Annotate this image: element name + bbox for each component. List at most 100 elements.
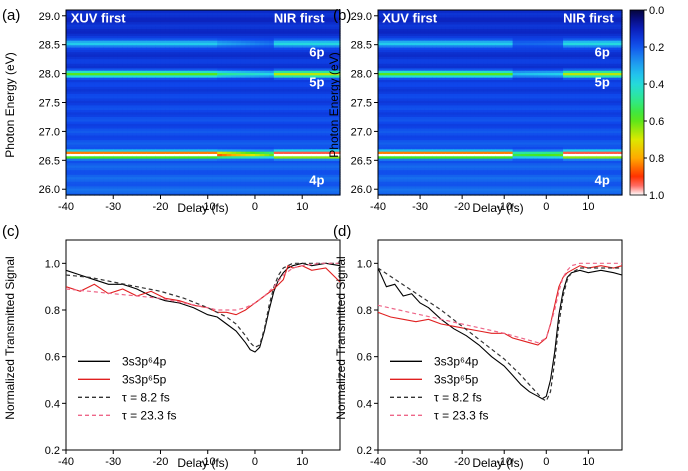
heatmap-cell (203, 181, 209, 185)
heatmap-cell (245, 10, 251, 13)
heatmap-cell (330, 93, 336, 97)
heatmap-cell (141, 132, 147, 136)
heatmap-cell (207, 169, 214, 173)
heatmap-cell (165, 114, 171, 117)
heatmap-cell (386, 176, 392, 180)
heatmap-cell (108, 192, 114, 196)
heatmap-cell (236, 167, 242, 171)
panel-a-x-tick-label: 0 (252, 201, 258, 213)
heatmap-cell (306, 144, 313, 148)
heatmap-cell (146, 127, 152, 131)
heatmap-cell (184, 139, 190, 143)
heatmap-cell (160, 171, 166, 175)
heatmap-cell (250, 51, 256, 55)
heatmap-cell (94, 104, 100, 108)
heatmap-cell (203, 33, 209, 37)
heatmap-cell (250, 90, 256, 94)
heatmap-cell (136, 90, 143, 94)
heatmap-cell (99, 127, 105, 131)
heatmap-cell (146, 132, 152, 136)
heatmap-cell (94, 137, 100, 141)
heatmap-cell (321, 49, 327, 53)
heatmap-cell (127, 192, 133, 196)
heatmap-cell (155, 148, 162, 152)
heatmap-cell (217, 167, 223, 171)
heatmap-cell (174, 190, 180, 194)
heatmap-cell (136, 70, 143, 74)
heatmap-cell (117, 144, 124, 148)
heatmap-cell (80, 14, 86, 18)
heatmap-cell (207, 121, 214, 124)
heatmap-cell (122, 86, 129, 90)
heatmap-cell (169, 23, 176, 27)
heatmap-cell (288, 40, 294, 43)
heatmap-cell (245, 33, 251, 37)
heatmap-cell (316, 134, 322, 138)
heatmap-cell (184, 158, 190, 161)
heatmap-cell (66, 162, 72, 166)
heatmap-cell (193, 26, 199, 30)
heatmap-cell (321, 60, 327, 64)
heatmap-cell (283, 79, 289, 83)
heatmap-cell (292, 19, 299, 23)
heatmap-cell (278, 95, 284, 99)
heatmap-cell (103, 70, 110, 74)
heatmap-cell (212, 188, 218, 191)
heatmap-cell (127, 118, 133, 122)
heatmap-cell (382, 44, 388, 48)
heatmap-cell (325, 137, 332, 141)
heatmap-cell (127, 134, 133, 138)
heatmap-cell (207, 56, 214, 60)
heatmap-cell (378, 67, 383, 71)
heatmap-cell (174, 155, 180, 159)
heatmap-cell (382, 53, 388, 57)
heatmap-cell (99, 160, 105, 164)
heatmap-cell (325, 28, 332, 32)
heatmap-cell (99, 137, 105, 141)
heatmap-cell (288, 146, 294, 150)
heatmap-cell (316, 104, 322, 108)
heatmap-cell (278, 139, 284, 143)
heatmap-cell (378, 21, 383, 25)
heatmap-cell (103, 123, 110, 127)
heatmap-cell (278, 160, 284, 164)
heatmap-cell (160, 121, 166, 124)
heatmap-cell (136, 33, 143, 37)
heatmap-cell (184, 63, 190, 67)
heatmap-cell (132, 67, 138, 71)
heatmap-cell (259, 58, 266, 62)
heatmap-cell (89, 114, 95, 117)
heatmap-cell (269, 118, 275, 122)
heatmap-cell (84, 141, 91, 145)
heatmap-cell (136, 130, 143, 134)
heatmap-cell (259, 111, 266, 115)
heatmap-cell (132, 174, 138, 178)
heatmap-cell (302, 169, 308, 173)
heatmap-cell (273, 51, 280, 55)
heatmap-cell (283, 72, 289, 76)
heatmap-cell (146, 137, 152, 141)
heatmap-cell (89, 153, 95, 157)
heatmap-cell (117, 141, 124, 145)
heatmap-cell (155, 72, 162, 76)
heatmap-cell (89, 72, 95, 76)
heatmap-cell (236, 84, 242, 87)
heatmap-cell (321, 155, 327, 159)
heatmap-cell (378, 42, 383, 46)
heatmap-cell (108, 12, 114, 16)
heatmap-cell (169, 111, 176, 115)
heatmap-cell (179, 47, 185, 50)
heatmap-cell (221, 12, 228, 16)
heatmap-cell (378, 174, 383, 178)
heatmap-cell (151, 35, 157, 39)
heatmap-cell (321, 178, 327, 182)
heatmap-cell (155, 90, 162, 94)
heatmap-cell (264, 97, 270, 101)
heatmap-cell (335, 190, 341, 194)
heatmap-cell (212, 169, 218, 173)
heatmap-cell (250, 65, 256, 69)
heatmap-cell (297, 51, 303, 55)
heatmap-cell (113, 160, 119, 164)
heatmap-cell (179, 130, 185, 134)
heatmap-cell (386, 151, 392, 154)
